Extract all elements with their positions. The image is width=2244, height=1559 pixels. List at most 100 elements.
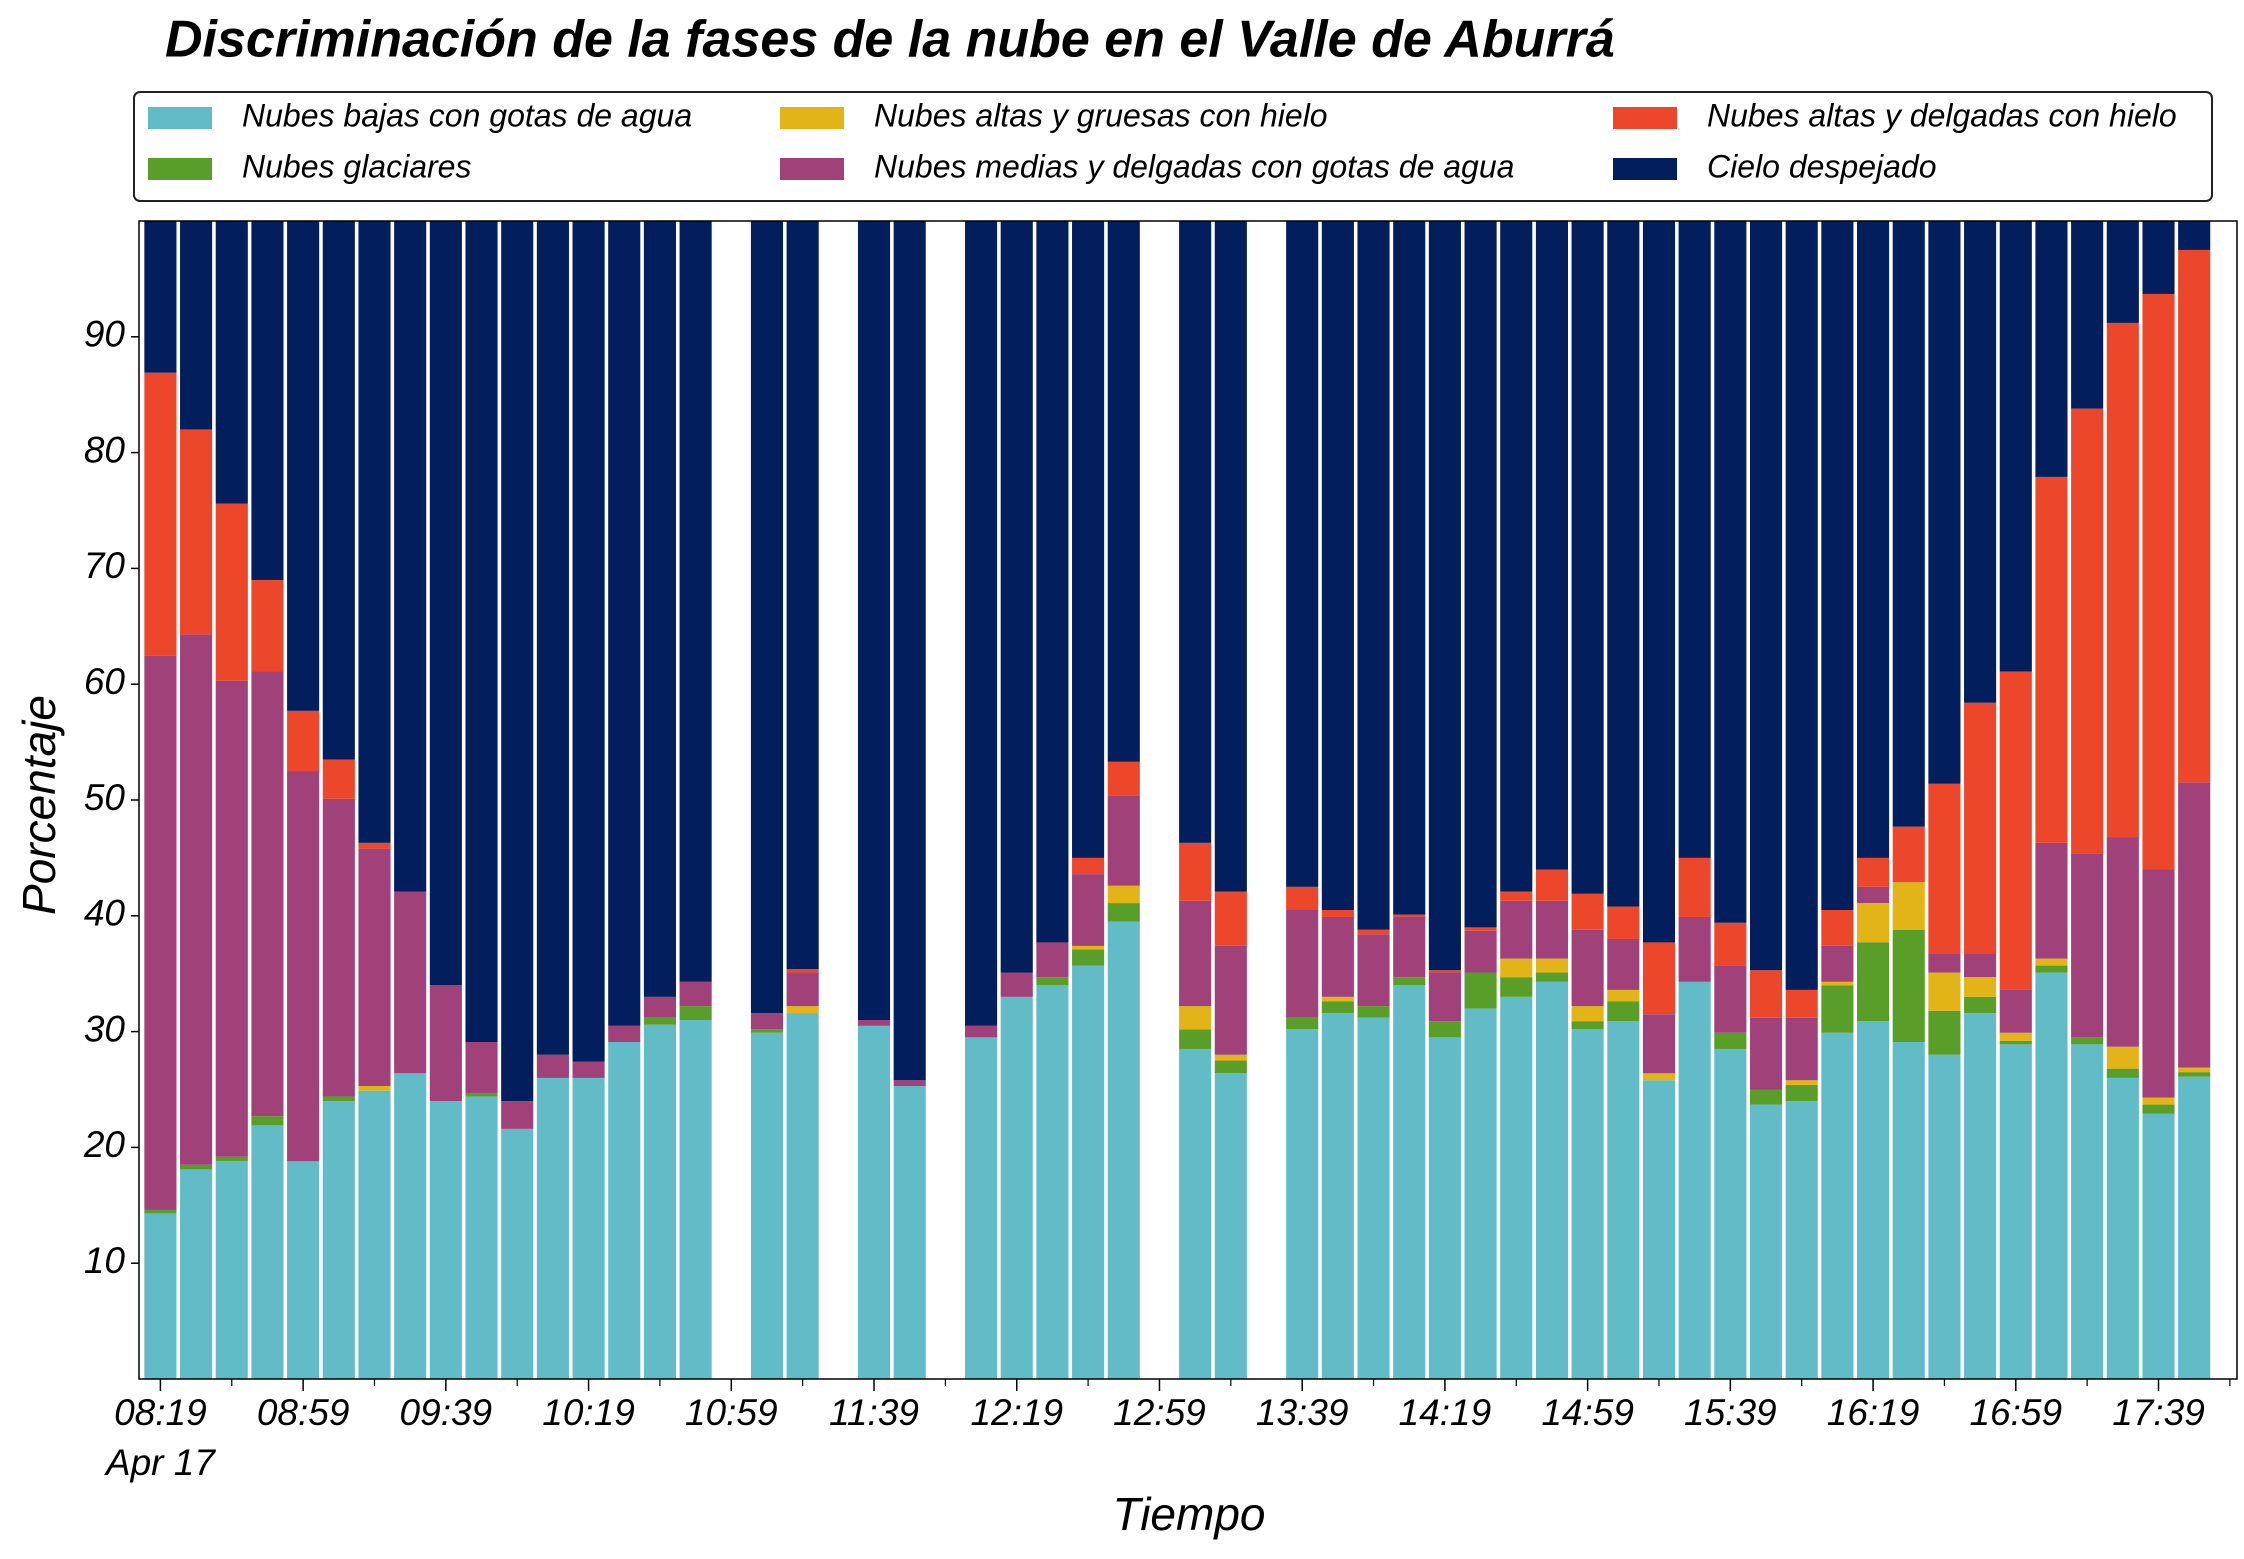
- bar-segment: [1500, 958, 1533, 978]
- bar-segment: [215, 221, 248, 504]
- bar-segment: [2035, 476, 2068, 843]
- bar-segment: [1892, 221, 1925, 827]
- bar-segment: [1428, 970, 1461, 973]
- bar-segment: [215, 1161, 248, 1379]
- legend-swatch: [1613, 107, 1677, 129]
- bar-segment: [429, 1101, 462, 1379]
- bar-segment: [1821, 981, 1854, 986]
- bar-segment: [1036, 221, 1069, 943]
- bar-segment: [1357, 1006, 1390, 1018]
- bar-segment: [322, 221, 355, 760]
- bar-segment: [1535, 958, 1568, 973]
- bar-segment: [358, 842, 391, 849]
- bar-segment: [501, 221, 534, 1102]
- bar-segment: [1000, 221, 1033, 973]
- bar-segment: [1464, 1008, 1497, 1379]
- bar-segment: [1393, 221, 1426, 915]
- bar-segment: [1678, 221, 1711, 858]
- bar-segment: [1821, 1032, 1854, 1379]
- bar-segment: [501, 1101, 534, 1129]
- bar-segment: [1321, 916, 1354, 997]
- bar-segment: [144, 372, 177, 656]
- bar-segment: [1928, 954, 1961, 973]
- bar-segment: [1714, 922, 1747, 966]
- bar-segment: [1607, 1001, 1640, 1022]
- bar-segment: [180, 1164, 213, 1170]
- bar-segment: [2178, 1067, 2211, 1073]
- bar-segment: [1500, 221, 1533, 892]
- bar-segment: [501, 1128, 534, 1379]
- bar-segment: [964, 221, 998, 1026]
- bar-segment: [2035, 958, 2068, 966]
- bar-segment: [1821, 985, 1854, 1033]
- bar-segment: [1892, 882, 1925, 930]
- bar-segment: [180, 429, 213, 635]
- bar-segment: [1607, 938, 1640, 990]
- bar-segment: [1821, 945, 1854, 982]
- bar-segment: [679, 1020, 712, 1379]
- bar-segment: [465, 1042, 498, 1093]
- bar-segment: [1964, 954, 1997, 978]
- bar-segment: [287, 221, 320, 711]
- bar-segment: [1999, 989, 2032, 1033]
- bar-segment: [1393, 985, 1426, 1379]
- bar-segment: [1500, 891, 1533, 901]
- bar-segment: [1321, 1013, 1354, 1379]
- bar-segment: [1500, 977, 1533, 997]
- bar-segment: [1357, 221, 1390, 930]
- bar-segment: [2106, 322, 2139, 838]
- bar-segment: [1214, 1054, 1247, 1061]
- bar-segment: [1749, 221, 1783, 971]
- bar-segment: [893, 221, 926, 1081]
- bar-segment: [1607, 906, 1640, 939]
- x-tick-label: 17:39: [2112, 1392, 2205, 1433]
- bar-segment: [180, 1169, 213, 1379]
- bar-segment: [786, 969, 819, 973]
- bar-segment: [1286, 1029, 1319, 1379]
- x-axis-label: Tiempo: [1113, 1488, 1266, 1540]
- x-tick-label: 08:59: [257, 1392, 350, 1433]
- bar-segment: [1500, 996, 1533, 1379]
- bar-segment: [1964, 702, 1997, 955]
- bar-segment: [1107, 761, 1140, 796]
- bar-segment: [1393, 916, 1426, 978]
- bar-segment: [1286, 1017, 1319, 1030]
- bar-segment: [964, 1037, 998, 1379]
- bar-segment: [144, 1213, 177, 1379]
- bar-segment: [1999, 1040, 2032, 1045]
- bar-segment: [750, 1013, 784, 1030]
- bar-segment: [1821, 910, 1854, 946]
- bar-segment: [394, 1073, 427, 1379]
- bar-segment: [2106, 837, 2139, 1047]
- bar-segment: [1214, 221, 1247, 892]
- bar-segment: [2106, 221, 2139, 323]
- bar-segment: [2178, 1076, 2211, 1379]
- legend-swatch: [780, 158, 844, 180]
- bar-segment: [2142, 293, 2175, 870]
- bar-segment: [2142, 221, 2175, 294]
- bar-segment: [1607, 1021, 1640, 1379]
- bar-segment: [643, 1024, 676, 1379]
- bar-segment: [1892, 929, 1925, 1043]
- bar-segment: [1214, 1060, 1247, 1074]
- bar-segment: [1642, 1014, 1676, 1074]
- bar-segment: [1928, 1054, 1961, 1379]
- legend-box: [133, 91, 2213, 202]
- bar-segment: [2071, 1037, 2104, 1045]
- bar-segment: [572, 1061, 605, 1078]
- bar-segment: [786, 1006, 819, 1014]
- bar-segment: [643, 221, 676, 997]
- bar-segment: [679, 1006, 712, 1021]
- x-tick-label: 12:19: [970, 1392, 1063, 1433]
- bar-segment: [1535, 981, 1568, 1379]
- bar-segment: [2035, 842, 2068, 959]
- bar-segment: [287, 771, 320, 1162]
- bar-segment: [2142, 1097, 2175, 1105]
- bar-segment: [2035, 221, 2068, 477]
- bar-segment: [215, 503, 248, 681]
- bar-segment: [1749, 1017, 1783, 1090]
- x-tick-label: 12:59: [1113, 1392, 1206, 1433]
- bar-segment: [1571, 893, 1604, 930]
- bar-segment: [1107, 885, 1140, 904]
- bar-segment: [1678, 857, 1711, 917]
